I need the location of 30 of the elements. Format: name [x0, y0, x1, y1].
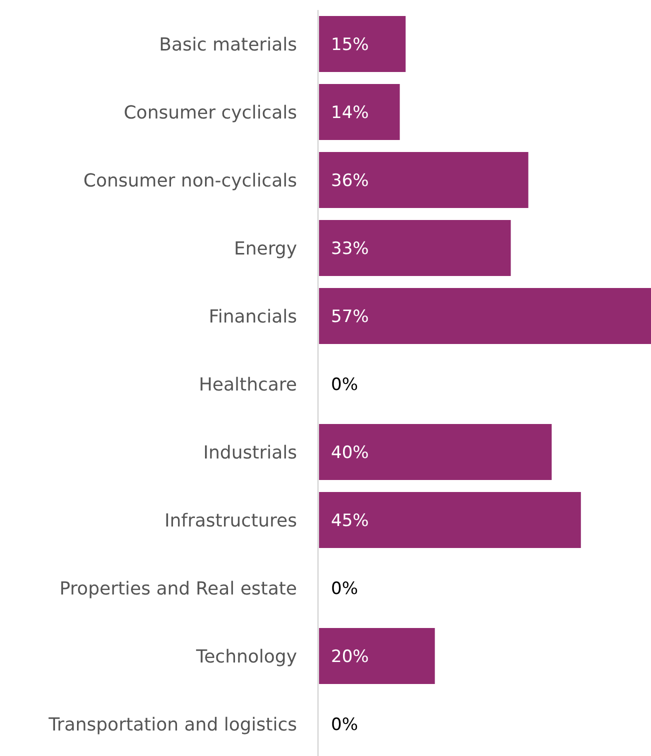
y-tick-label: Infrastructures	[164, 510, 297, 532]
y-tick-label: Technology	[195, 646, 298, 668]
bar	[319, 152, 528, 208]
data-label: 20%	[331, 646, 369, 667]
data-label: 15%	[331, 34, 369, 55]
data-label: 0%	[331, 714, 358, 735]
data-label: 57%	[331, 306, 369, 327]
bar	[319, 220, 511, 276]
data-label: 40%	[331, 442, 369, 463]
data-label: 36%	[331, 170, 369, 191]
bar	[319, 492, 581, 548]
y-tick-label: Consumer cyclicals	[124, 102, 297, 124]
bar	[319, 424, 552, 480]
bar	[319, 288, 651, 344]
data-label: 33%	[331, 238, 369, 259]
data-label: 45%	[331, 510, 369, 531]
y-tick-label: Financials	[208, 306, 297, 328]
bar	[319, 84, 400, 140]
y-tick-label: Transportation and logistics	[48, 714, 297, 736]
y-tick-label: Industrials	[203, 442, 297, 464]
bar	[319, 628, 435, 684]
bar	[319, 16, 406, 72]
y-tick-label: Properties and Real estate	[60, 578, 297, 600]
data-label: 0%	[331, 578, 358, 599]
data-label: 0%	[331, 374, 358, 395]
y-tick-label: Consumer non-cyclicals	[83, 170, 297, 192]
y-tick-label: Healthcare	[198, 374, 297, 396]
data-label: 14%	[331, 102, 369, 123]
y-tick-label: Energy	[234, 238, 298, 260]
y-tick-label: Basic materials	[159, 34, 297, 56]
